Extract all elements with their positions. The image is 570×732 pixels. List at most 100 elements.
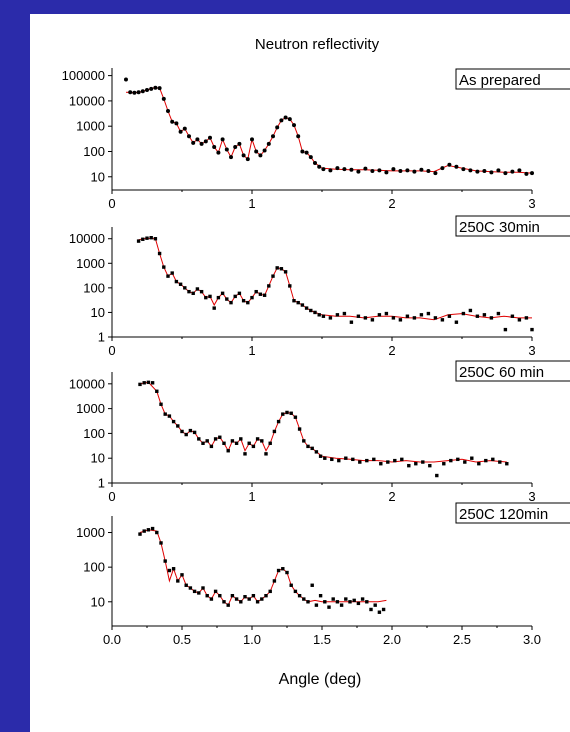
as-prepared-data-point (304, 150, 309, 155)
250c-30min-data-point (426, 311, 431, 316)
250c-30min-data-point (433, 316, 438, 320)
as-prepared-data-point (317, 164, 322, 169)
250c-60min-data-point (222, 441, 226, 445)
as-prepared-data-point (503, 171, 508, 176)
250c-30min-data-point (275, 266, 279, 270)
as-prepared-data-point (517, 168, 522, 173)
250c-60min-data-point (400, 457, 404, 462)
250c-120min-data-point (306, 600, 310, 604)
as-prepared-data-point (233, 145, 238, 150)
250c-120min-data-point (167, 568, 172, 573)
as-prepared-data-point (132, 90, 137, 95)
250c-120min-y-tick-label: 1000 (76, 525, 105, 540)
250c-120min-data-point (302, 597, 306, 601)
250c-120min-data-point (323, 600, 327, 604)
as-prepared-data-point (216, 150, 221, 155)
as-prepared-data-point (412, 169, 417, 174)
250c-30min-data-point (220, 291, 225, 296)
250c-30min-data-point (454, 320, 459, 324)
250c-60min-y-tick-label: 1 (98, 476, 105, 491)
250c-60min-data-point (358, 460, 362, 464)
250c-30min-data-point (246, 300, 250, 305)
250c-30min-data-point (296, 300, 300, 305)
250c-60min-data-point (205, 439, 209, 443)
as-prepared-data-point (212, 145, 217, 150)
250c-30min-data-point (262, 293, 267, 297)
as-prepared-data-point (489, 170, 494, 175)
250c-60min-data-point (428, 463, 432, 468)
250c-120min-data-point (272, 579, 277, 583)
250c-30min-data-point (258, 292, 263, 296)
250c-120min-data-point (230, 593, 235, 598)
250c-120min-y-tick-label: 100 (83, 560, 105, 575)
250c-30min-data-point (216, 295, 221, 300)
250c-120min-data-point (226, 603, 230, 607)
250c-120min-data-point (209, 597, 214, 601)
as-prepared-data-point (296, 134, 301, 139)
250c-30min-data-point (419, 313, 424, 317)
250c-60min-data-point (414, 462, 418, 466)
250c-60min-data-point (243, 452, 247, 456)
250c-60min-x-tick-label: 1 (248, 489, 255, 504)
250c-60min-x-tick-label: 0 (108, 489, 115, 504)
250c-30min-data-point (283, 270, 288, 274)
250c-120min-data-point (213, 589, 218, 594)
250c-60min-data-point (365, 458, 369, 463)
plot-as-prepared-label-box (455, 68, 570, 90)
250c-60min-data-point (255, 437, 260, 441)
250c-60min-data-point (163, 412, 167, 416)
as-prepared-y-tick-label: 100 (83, 144, 105, 159)
250c-60min-data-point (209, 444, 214, 449)
250c-120min-x-tick-label: 1.5 (313, 632, 331, 647)
as-prepared-data-point (321, 167, 326, 172)
250c-120min-x-tick-label: 1.0 (243, 632, 261, 647)
as-prepared-data-point (271, 134, 275, 139)
250c-120min-data-point (344, 597, 348, 601)
250c-60min-fit-line (139, 381, 507, 463)
250c-30min-data-point (309, 308, 313, 313)
250c-30min-data-point (225, 297, 229, 301)
as-prepared-data-point (128, 90, 133, 95)
250c-60min-data-point (276, 419, 281, 424)
as-prepared-data-point (349, 167, 354, 172)
250c-30min-y-tick-label: 1000 (76, 256, 105, 271)
250c-60min-data-point (167, 414, 172, 418)
250c-30min-data-point (517, 318, 522, 322)
as-prepared-data-point (283, 115, 288, 120)
as-prepared-data-point (426, 168, 431, 173)
250c-120min-data-point (293, 589, 298, 594)
as-prepared-x-tick-label: 1 (248, 196, 255, 211)
250c-30min-y-tick-label: 1 (98, 330, 105, 345)
plot-250c-30min-label: 250C 30min (459, 219, 540, 236)
250c-120min-data-point (297, 593, 302, 598)
250c-30min-data-point (204, 295, 208, 300)
250c-120min-data-point (260, 597, 264, 601)
250c-30min-data-point (468, 308, 473, 313)
as-prepared-data-point (419, 167, 424, 172)
250c-30min-data-point (530, 327, 534, 332)
250c-60min-data-point (421, 460, 425, 464)
as-prepared-data-point (161, 96, 166, 101)
as-prepared-data-point (384, 170, 389, 175)
250c-30min-data-point (447, 314, 452, 318)
250c-120min-data-point (234, 597, 239, 601)
250c-120min-data-point (205, 593, 209, 598)
as-prepared-data-point (287, 117, 292, 122)
as-prepared-x-tick-label: 3 (528, 196, 535, 211)
250c-30min-data-point (328, 316, 333, 320)
as-prepared-data-point (275, 125, 280, 130)
plot-as-prepared: 0 1 2 3 10 100 1000 10000 100000 As prepared (62, 68, 570, 211)
250c-60min-data-point (393, 458, 397, 463)
250c-30min-data-point (496, 311, 501, 316)
250c-30min-data-point (300, 303, 305, 307)
250c-30min-data-point (199, 289, 204, 294)
as-prepared-data-point (496, 168, 501, 173)
250c-120min-data-point (352, 598, 356, 603)
250c-60min-data-point (463, 460, 467, 464)
250c-60min-data-point (260, 439, 264, 443)
250c-30min-data-point (342, 311, 347, 316)
250c-30min-data-point (271, 274, 275, 278)
250c-120min-data-point (218, 593, 222, 598)
as-prepared-y-tick-label: 1000 (76, 119, 105, 134)
